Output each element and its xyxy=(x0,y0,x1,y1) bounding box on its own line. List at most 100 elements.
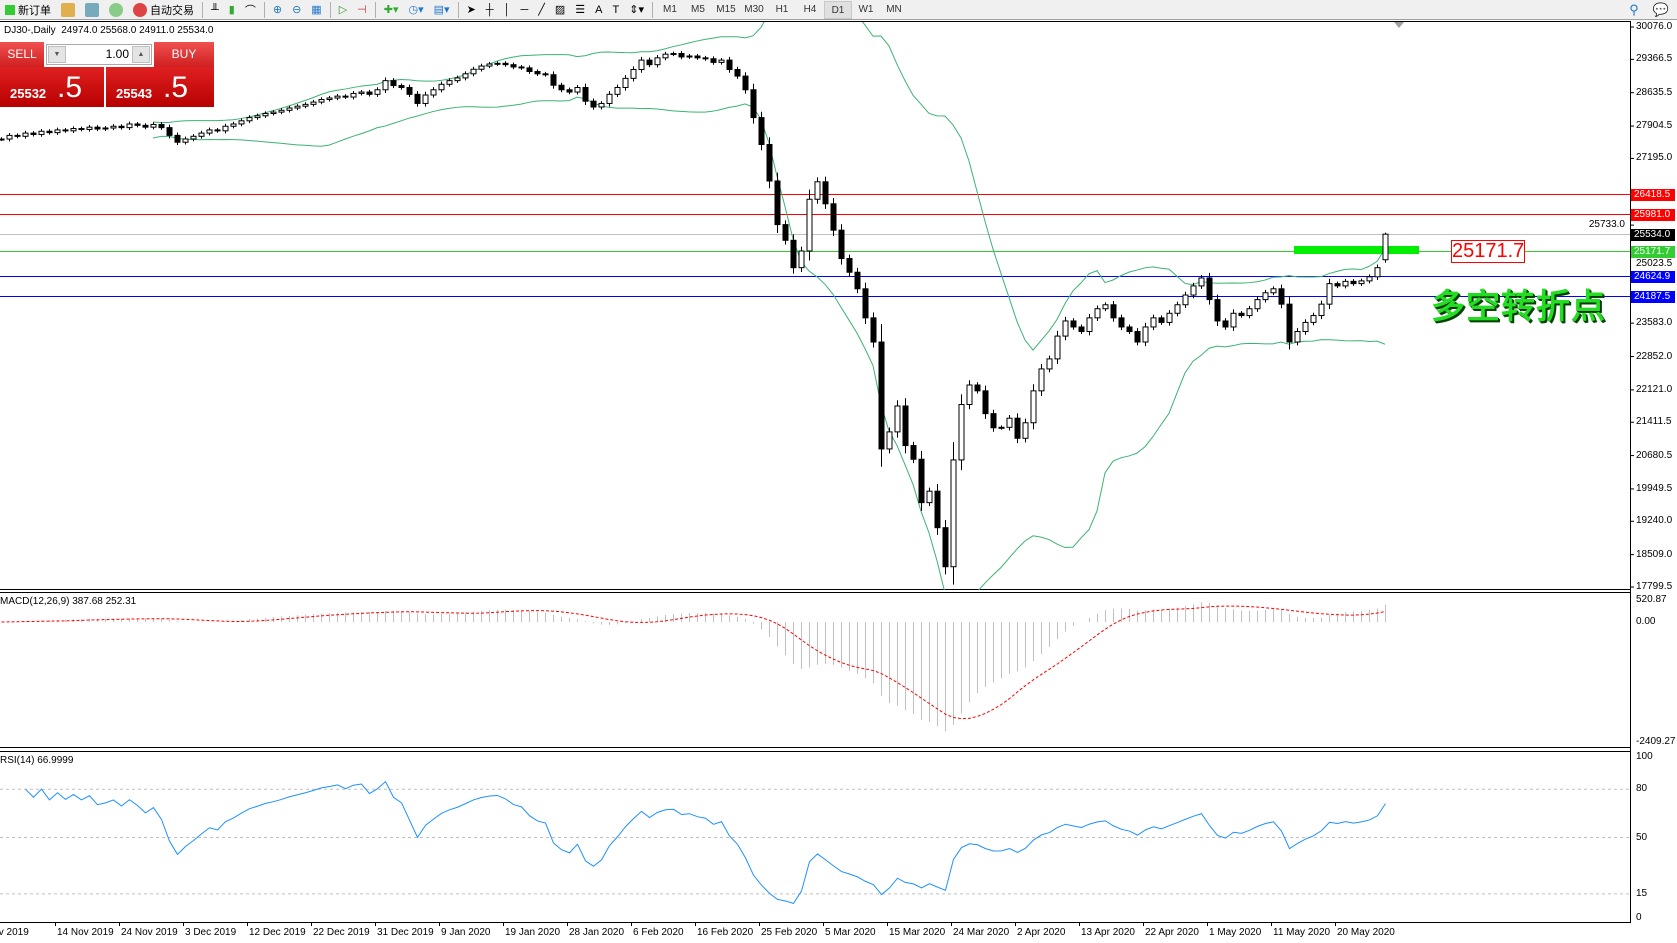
candle-chart-button[interactable]: ▮ xyxy=(224,1,240,19)
candle xyxy=(854,267,861,294)
crosshair-button[interactable]: ┼ xyxy=(481,1,499,19)
lot-increase-button[interactable]: ▲ xyxy=(132,46,150,63)
candle xyxy=(1302,319,1309,335)
price-axis-label: 23583.0 xyxy=(1636,317,1673,329)
candle xyxy=(934,483,941,535)
horizontal-line-button[interactable]: ─ xyxy=(515,1,533,19)
zoom-out-button[interactable]: ⊖ xyxy=(287,1,306,19)
rsi-axis-label: 80 xyxy=(1636,783,1648,795)
indicators-button[interactable]: ✚▾ xyxy=(379,1,404,19)
buy-price-button[interactable]: 25543 .5 xyxy=(106,67,214,107)
text-label-button[interactable]: T xyxy=(608,1,625,19)
candle xyxy=(1326,278,1333,310)
new-order-button[interactable]: 新订单 xyxy=(0,1,56,19)
periods-button[interactable]: ◷▾ xyxy=(404,1,429,19)
time-axis-label: 11 May 2020 xyxy=(1273,927,1331,938)
chart-shift-marker[interactable] xyxy=(1394,22,1404,28)
candle xyxy=(654,54,661,68)
candle xyxy=(1022,418,1029,443)
lot-stepper[interactable]: ▼ 1.00 ▲ xyxy=(46,44,152,65)
candle xyxy=(6,133,13,142)
candle xyxy=(726,56,733,73)
price-axis-label: 22852.0 xyxy=(1636,350,1673,362)
candle xyxy=(1294,328,1301,346)
price-axis-label: 27195.0 xyxy=(1636,152,1673,164)
turning-point-price-label[interactable]: 25171.7 xyxy=(1451,240,1525,263)
timeframe-mn[interactable]: MN xyxy=(886,3,902,15)
bollinger-upper xyxy=(152,22,1386,351)
buy-button[interactable]: BUY xyxy=(154,42,214,67)
candle xyxy=(446,78,453,87)
tile-windows-button[interactable]: ▦ xyxy=(306,1,326,19)
candle xyxy=(958,394,965,471)
bar-chart-button[interactable]: ╨ xyxy=(206,1,224,19)
cursor-button[interactable]: ➤ xyxy=(462,1,481,19)
candle xyxy=(550,71,557,89)
channel-button[interactable]: ▨ xyxy=(550,1,570,19)
timeframe-d1[interactable]: D1 xyxy=(823,0,852,19)
line-chart-button[interactable]: ⌒ xyxy=(240,1,261,19)
search-icon[interactable]: ⚲ xyxy=(1629,1,1639,17)
candle xyxy=(790,234,797,274)
candle xyxy=(694,53,701,60)
candle xyxy=(910,441,917,464)
candle xyxy=(510,62,517,70)
timeframe-m15[interactable]: M15 xyxy=(716,3,736,15)
templates-button[interactable]: ▤▾ xyxy=(429,1,455,19)
timeframe-h4[interactable]: H4 xyxy=(803,3,817,15)
turning-point-text[interactable]: 多空转折点 xyxy=(1431,287,1606,327)
sell-button[interactable]: SELL xyxy=(0,42,44,67)
separator xyxy=(651,1,653,18)
chat-icon[interactable]: 💬 xyxy=(1652,1,1669,17)
separator xyxy=(263,1,265,18)
add-indicator-icon: ✚▾ xyxy=(383,4,399,16)
macd-axis-label: 520.87 xyxy=(1636,594,1667,605)
candle xyxy=(1182,291,1189,309)
chart-shift-button[interactable]: ⊣ xyxy=(352,1,372,19)
candle xyxy=(126,121,133,131)
price-axis-label: 28635.5 xyxy=(1636,86,1673,98)
lot-decrease-button[interactable]: ▼ xyxy=(48,46,66,63)
timeframe-m5[interactable]: M5 xyxy=(691,3,705,15)
auto-trading-button[interactable]: 自动交易 xyxy=(128,1,199,19)
signals-button[interactable] xyxy=(104,1,128,19)
separator xyxy=(457,1,459,18)
candle xyxy=(582,83,589,106)
candle xyxy=(838,224,845,265)
rsi-axis-label: 100 xyxy=(1636,751,1653,762)
candle xyxy=(1054,330,1061,365)
lot-input[interactable]: 1.00 xyxy=(105,47,129,61)
sell-price-button[interactable]: 25532 .5 xyxy=(0,67,104,107)
time-axis-label: 3 Dec 2019 xyxy=(185,927,237,938)
time-axis-label: 2 Apr 2020 xyxy=(1017,927,1066,938)
text-button[interactable]: A xyxy=(590,1,607,19)
terminal-button[interactable] xyxy=(80,1,104,19)
arrows-button[interactable]: ⇕▾ xyxy=(624,1,649,19)
zoom-in-button[interactable]: ⊕ xyxy=(268,1,287,19)
candle xyxy=(262,111,269,118)
rsi-line xyxy=(25,780,1386,904)
candle xyxy=(1062,316,1069,341)
toolbar: 新订单 自动交易 ╨ ▮ ⌒ ⊕ ⊖ ▦ ▷ ⊣ ✚▾ ◷▾ ▤▾ ➤ ┼ │ … xyxy=(0,0,1677,20)
signal-icon xyxy=(109,2,123,17)
candle xyxy=(902,398,909,454)
autoscroll-button[interactable]: ▷ xyxy=(334,1,352,19)
time-axis-label: 5 Mar 2020 xyxy=(825,927,876,938)
timeframe-m1[interactable]: M1 xyxy=(663,3,677,15)
candle xyxy=(206,127,213,136)
candle xyxy=(134,121,141,128)
timeframe-h1[interactable]: H1 xyxy=(775,3,789,15)
history-button[interactable] xyxy=(56,1,80,19)
candle xyxy=(1142,322,1149,347)
fibonacci-button[interactable]: ☰ xyxy=(570,1,590,19)
candle xyxy=(1254,296,1261,312)
candle xyxy=(286,105,293,113)
trendline-button[interactable]: ╱ xyxy=(533,1,550,19)
timeframe-m30[interactable]: M30 xyxy=(744,3,764,15)
vertical-line-button[interactable]: │ xyxy=(499,1,516,19)
candle xyxy=(230,121,237,129)
candle xyxy=(894,400,901,438)
timeframe-w1[interactable]: W1 xyxy=(858,3,874,15)
candle xyxy=(310,99,317,107)
